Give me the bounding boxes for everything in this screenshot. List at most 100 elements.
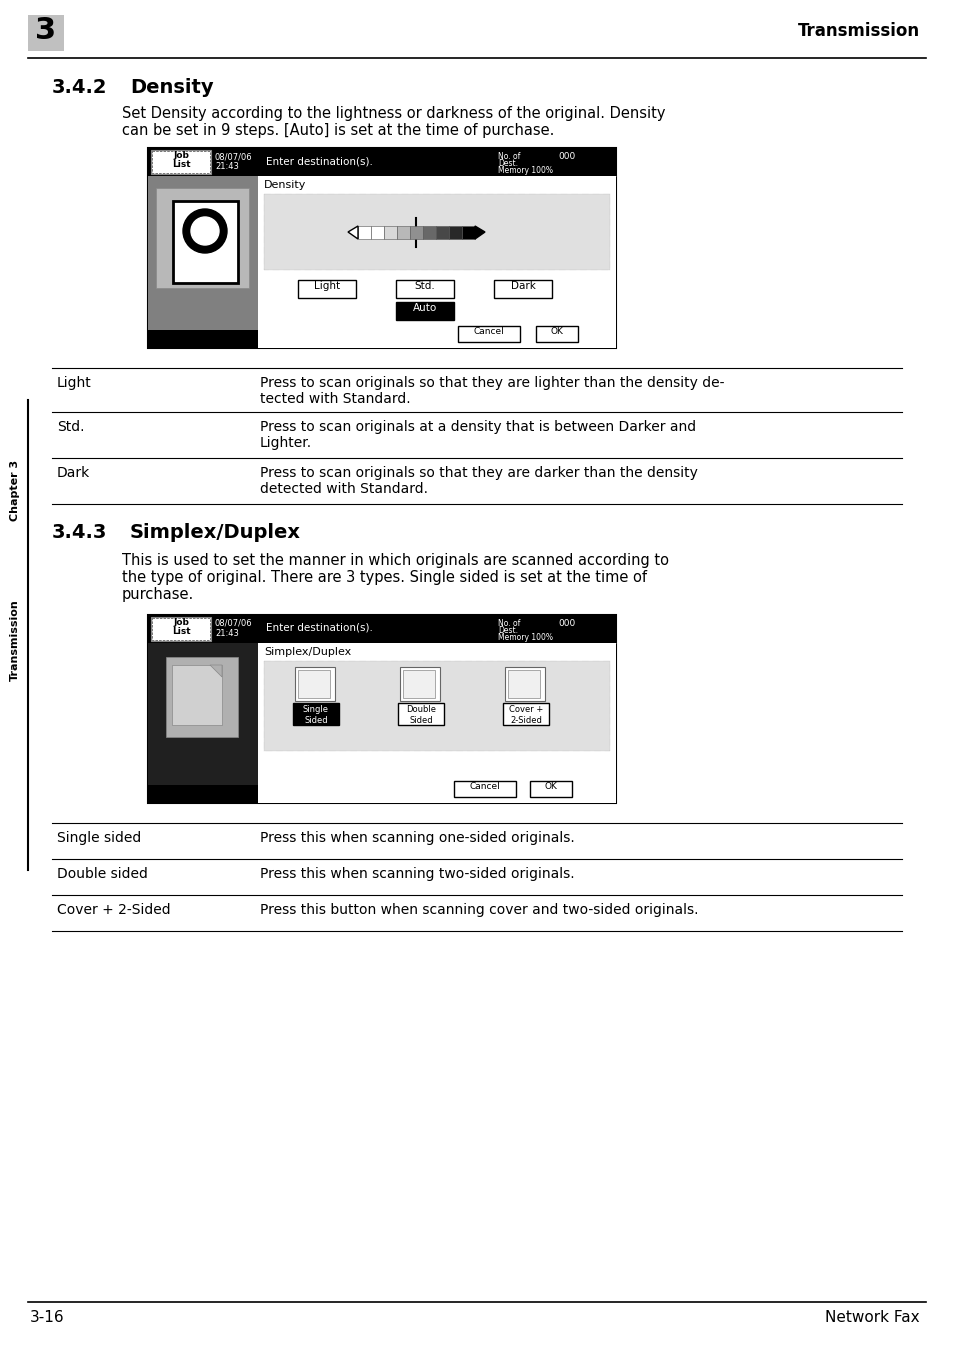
- Text: 21:43: 21:43: [214, 162, 238, 170]
- Bar: [504, 667, 544, 700]
- Bar: [399, 667, 439, 700]
- Polygon shape: [475, 226, 484, 239]
- Text: Enter destination(s).: Enter destination(s).: [266, 155, 373, 166]
- Text: Sided: Sided: [304, 717, 328, 725]
- Text: detected with Standard.: detected with Standard.: [260, 483, 428, 496]
- Bar: [396, 226, 410, 239]
- Bar: [152, 618, 210, 639]
- Bar: [257, 176, 616, 347]
- Text: Transmission: Transmission: [797, 22, 919, 41]
- Bar: [151, 150, 211, 174]
- Circle shape: [183, 210, 227, 253]
- Text: No. of: No. of: [497, 151, 519, 161]
- Text: Chapter 3: Chapter 3: [10, 460, 20, 521]
- Text: Network Fax: Network Fax: [824, 1310, 919, 1325]
- Text: 3: 3: [35, 16, 56, 45]
- Text: Simplex/Duplex: Simplex/Duplex: [130, 523, 301, 542]
- Text: Press this when scanning one-sided originals.: Press this when scanning one-sided origi…: [260, 831, 574, 845]
- Bar: [536, 326, 578, 342]
- Text: 3.4.2: 3.4.2: [52, 78, 108, 97]
- Text: 3-16: 3-16: [30, 1310, 65, 1325]
- Circle shape: [191, 218, 219, 245]
- Text: Job: Job: [172, 151, 189, 160]
- Text: Lighter.: Lighter.: [260, 435, 312, 450]
- Text: 000: 000: [558, 619, 575, 627]
- Bar: [502, 703, 548, 725]
- Bar: [457, 326, 519, 342]
- Text: Cover +: Cover +: [508, 704, 542, 714]
- Text: Cover + 2-Sided: Cover + 2-Sided: [57, 903, 171, 917]
- Text: List: List: [172, 160, 190, 169]
- Bar: [148, 615, 616, 644]
- Text: Transmission: Transmission: [10, 599, 20, 681]
- Text: Memory 100%: Memory 100%: [497, 633, 553, 642]
- Text: Single: Single: [303, 704, 329, 714]
- Bar: [410, 226, 422, 239]
- Bar: [264, 661, 609, 750]
- Bar: [507, 671, 539, 698]
- Bar: [436, 226, 449, 239]
- Text: List: List: [172, 627, 190, 635]
- Bar: [371, 226, 384, 239]
- Text: Cancel: Cancel: [473, 327, 504, 337]
- Bar: [384, 226, 396, 239]
- Bar: [397, 703, 443, 725]
- Bar: [148, 176, 257, 347]
- Text: Enter destination(s).: Enter destination(s).: [266, 623, 373, 633]
- Bar: [357, 226, 371, 239]
- Text: 3.4.3: 3.4.3: [52, 523, 108, 542]
- Text: Single sided: Single sided: [57, 831, 141, 845]
- Text: Press to scan originals so that they are lighter than the density de-: Press to scan originals so that they are…: [260, 376, 723, 389]
- Text: Cancel: Cancel: [469, 781, 500, 791]
- Bar: [264, 193, 609, 270]
- Text: Auto: Auto: [413, 303, 436, 314]
- Text: Density: Density: [130, 78, 213, 97]
- Text: Light: Light: [314, 281, 339, 291]
- Text: Press to scan originals at a density that is between Darker and: Press to scan originals at a density tha…: [260, 420, 696, 434]
- Text: Press this when scanning two-sided originals.: Press this when scanning two-sided origi…: [260, 867, 574, 882]
- Text: Dest.: Dest.: [497, 160, 517, 168]
- Bar: [294, 667, 335, 700]
- Text: Dest.: Dest.: [497, 626, 517, 635]
- Bar: [148, 147, 616, 176]
- Bar: [422, 226, 436, 239]
- Text: Press this button when scanning cover and two-sided originals.: Press this button when scanning cover an…: [260, 903, 698, 917]
- Text: Std.: Std.: [415, 281, 435, 291]
- Bar: [151, 617, 211, 641]
- Bar: [148, 786, 257, 803]
- Text: Job: Job: [172, 618, 189, 627]
- Text: Density: Density: [264, 180, 306, 191]
- Text: Dark: Dark: [510, 281, 535, 291]
- Text: 08/07/06: 08/07/06: [214, 619, 253, 627]
- Text: 000: 000: [558, 151, 575, 161]
- Bar: [461, 226, 475, 239]
- Bar: [530, 781, 572, 796]
- Bar: [148, 330, 257, 347]
- Bar: [395, 301, 454, 320]
- Text: Light: Light: [57, 376, 91, 389]
- Text: Press to scan originals so that they are darker than the density: Press to scan originals so that they are…: [260, 466, 698, 480]
- Text: Sided: Sided: [409, 717, 433, 725]
- Bar: [166, 657, 237, 737]
- Text: Memory 100%: Memory 100%: [497, 166, 553, 174]
- Bar: [148, 644, 257, 803]
- Bar: [395, 280, 454, 297]
- Polygon shape: [348, 226, 357, 239]
- Bar: [28, 15, 64, 51]
- Text: Double sided: Double sided: [57, 867, 148, 882]
- Text: purchase.: purchase.: [122, 587, 194, 602]
- Text: Std.: Std.: [57, 420, 85, 434]
- Bar: [148, 147, 616, 347]
- Bar: [449, 226, 461, 239]
- Text: Set Density according to the lightness or darkness of the original. Density: Set Density according to the lightness o…: [122, 105, 665, 120]
- Text: can be set in 9 steps. [Auto] is set at the time of purchase.: can be set in 9 steps. [Auto] is set at …: [122, 123, 554, 138]
- Text: OK: OK: [544, 781, 557, 791]
- Bar: [297, 280, 355, 297]
- Text: OK: OK: [550, 327, 563, 337]
- Text: 21:43: 21:43: [214, 629, 238, 638]
- Bar: [402, 671, 435, 698]
- Bar: [257, 644, 616, 803]
- Bar: [148, 615, 616, 803]
- Text: the type of original. There are 3 types. Single sided is set at the time of: the type of original. There are 3 types.…: [122, 571, 646, 585]
- Text: 2-Sided: 2-Sided: [510, 717, 541, 725]
